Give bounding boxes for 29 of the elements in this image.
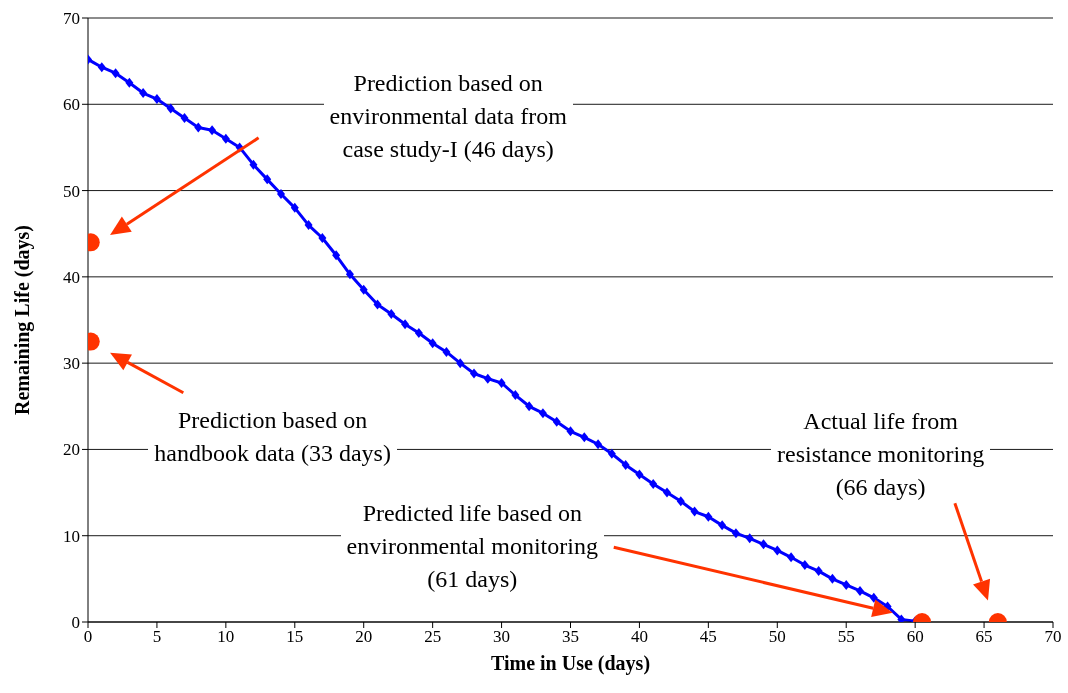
x-tick-label: 15: [286, 627, 304, 647]
x-tick-label: 60: [906, 627, 924, 647]
x-tick-label: 55: [837, 627, 855, 647]
x-tick-label: 50: [768, 627, 786, 647]
y-tick-label: 10: [63, 526, 80, 546]
x-tick-label: 30: [493, 627, 511, 647]
annotation: Prediction based on handbook data (33 days): [148, 406, 397, 466]
x-tick-label: 40: [630, 627, 648, 647]
y-tick-label: 40: [63, 267, 80, 287]
y-axis-title: Remaining Life (days): [11, 225, 35, 415]
x-tick-label: 70: [1044, 627, 1062, 647]
x-axis-title: Time in Use (days): [489, 652, 652, 675]
y-tick-label: 0: [71, 613, 80, 633]
y-tick-label: 70: [63, 9, 80, 29]
y-tick-label: 50: [63, 181, 80, 201]
y-tick-label: 60: [63, 95, 80, 115]
x-tick-label: 35: [562, 627, 579, 647]
annotation: Predicted life based on environmental monitoring (61 days): [340, 499, 604, 592]
x-tick-label: 0: [83, 627, 93, 647]
annotation: Prediction based on environmental data from case study-I (46 days): [323, 69, 573, 162]
x-tick-label: 10: [217, 627, 235, 647]
annotation: Actual life from resistance monitoring (66 days): [770, 407, 991, 500]
x-tick-label: 20: [355, 627, 373, 647]
y-tick-label: 20: [63, 440, 80, 460]
y-tick-label: 30: [63, 354, 80, 374]
x-tick-label: 5: [152, 627, 162, 647]
x-tick-label: 45: [699, 627, 717, 647]
x-tick-label: 65: [975, 627, 993, 647]
x-tick-label: 25: [424, 627, 442, 647]
